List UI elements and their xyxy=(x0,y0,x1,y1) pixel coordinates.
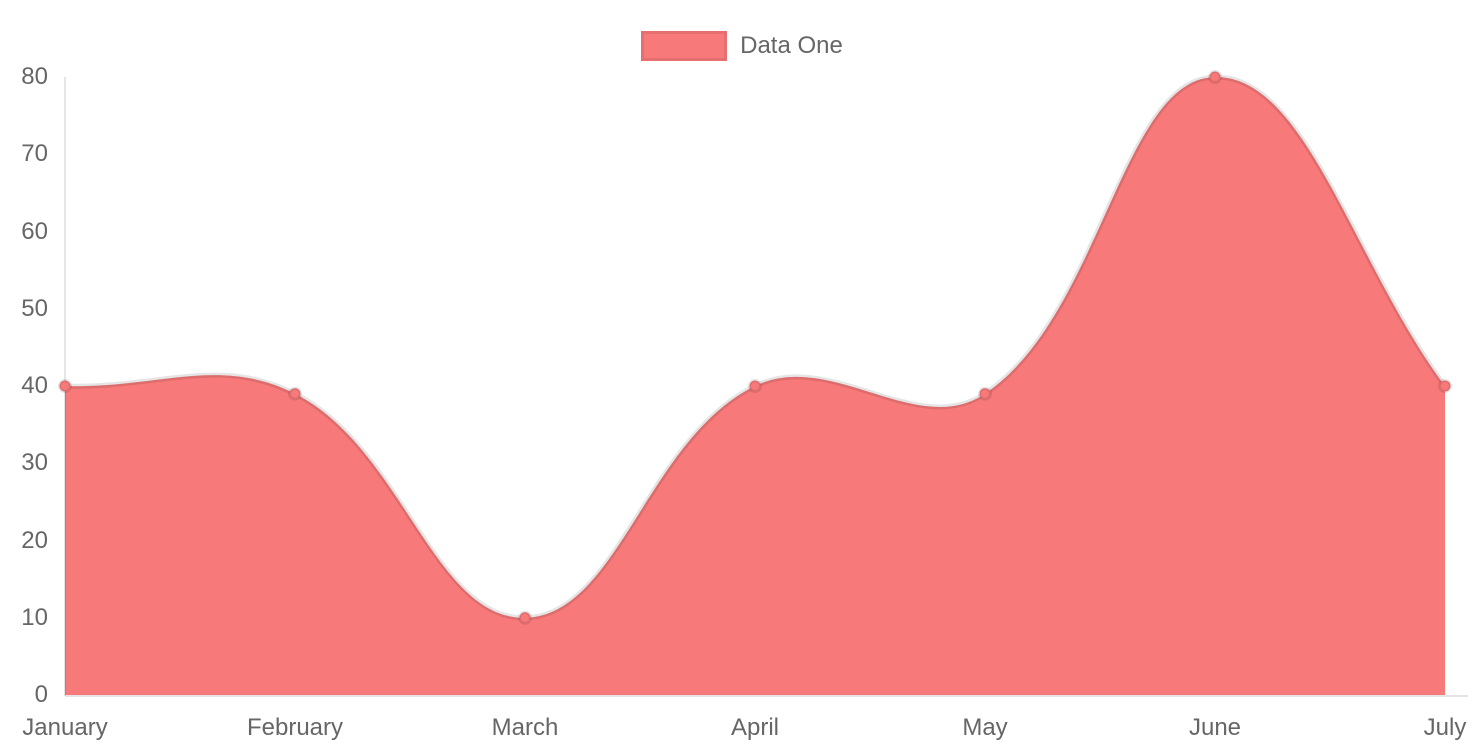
y-tick-label-40: 40 xyxy=(21,372,48,399)
y-tick-label-30: 30 xyxy=(21,449,48,477)
y-tick-label-10: 10 xyxy=(21,603,48,631)
legend: Data One xyxy=(0,31,1484,61)
y-tick-label-80: 80 xyxy=(21,63,48,90)
x-tick-label-april: April xyxy=(730,714,780,741)
x-tick-label-february: February xyxy=(246,714,344,741)
x-tick-label-january: January xyxy=(22,714,108,741)
x-tick-label-july: July xyxy=(1423,714,1467,741)
data-point-february[interactable] xyxy=(288,386,302,401)
data-point-july[interactable] xyxy=(1438,379,1452,393)
line-stroke xyxy=(62,74,1448,621)
legend-swatch xyxy=(641,31,728,61)
y-tick-label-60: 60 xyxy=(21,217,48,245)
data-point-march[interactable] xyxy=(518,610,532,625)
data-points xyxy=(58,70,1452,625)
data-point-may[interactable] xyxy=(978,386,992,401)
legend-item-data-one[interactable]: Data One xyxy=(641,31,843,61)
y-tick-label-50: 50 xyxy=(21,294,48,322)
y-tick-label-0: 0 xyxy=(34,681,48,708)
y-tick-label-20: 20 xyxy=(21,526,48,554)
area-fill xyxy=(65,76,1445,695)
data-point-january[interactable] xyxy=(58,379,72,393)
legend-label: Data One xyxy=(740,32,843,59)
x-tick-label-june: June xyxy=(1188,714,1242,741)
x-tick-label-march: March xyxy=(491,714,559,741)
x-tick-label-may: May xyxy=(962,714,1008,741)
data-point-june[interactable] xyxy=(1208,70,1222,84)
y-tick-label-70: 70 xyxy=(21,140,48,168)
data-point-april[interactable] xyxy=(748,379,762,393)
